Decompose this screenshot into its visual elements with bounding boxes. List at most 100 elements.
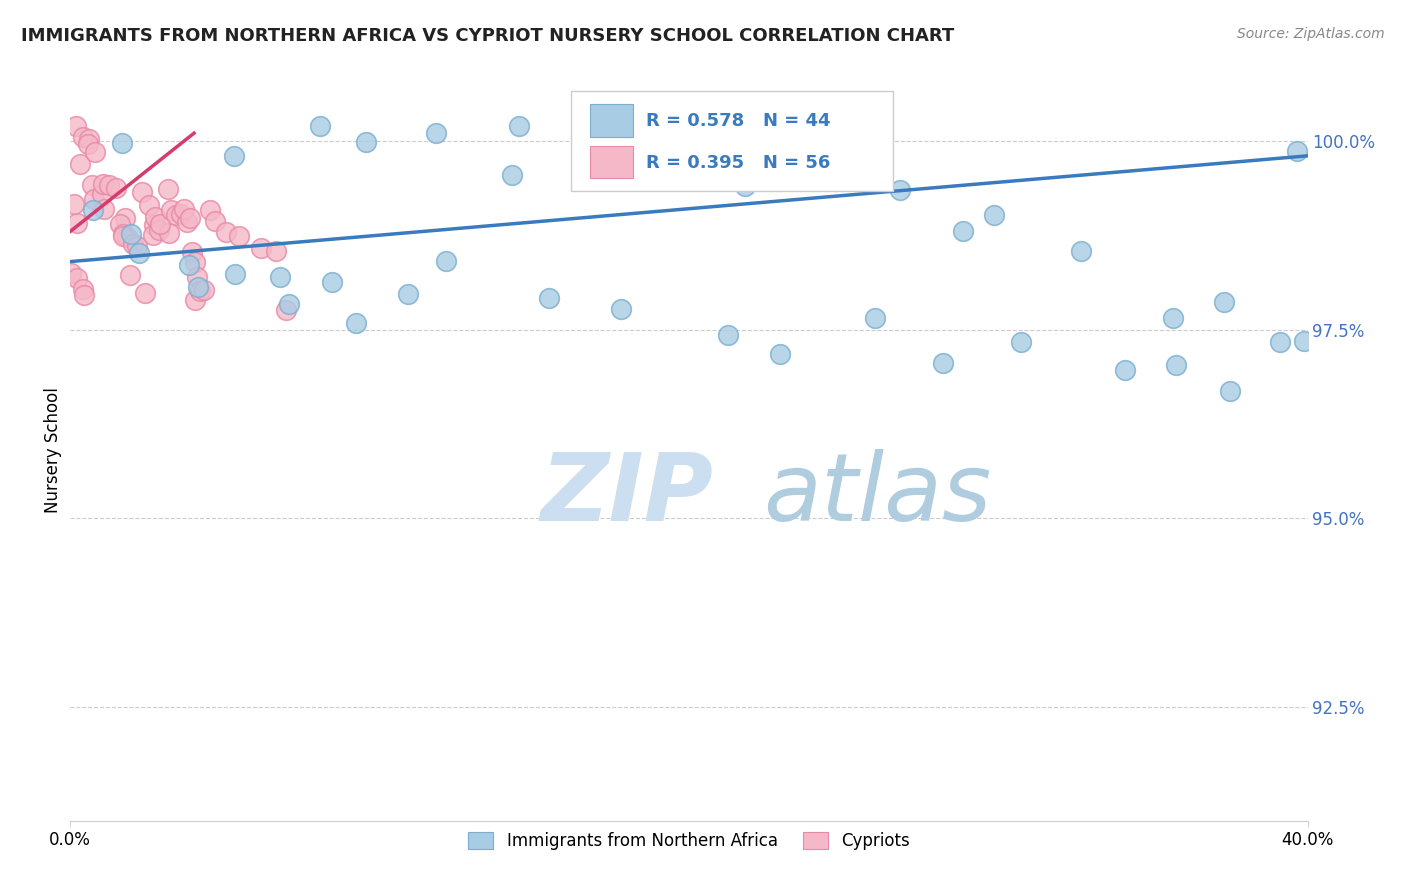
Point <box>142 227 165 242</box>
Point <box>264 244 287 258</box>
Point <box>104 181 127 195</box>
Point <box>508 119 530 133</box>
Point <box>1219 384 1241 399</box>
FancyBboxPatch shape <box>591 104 633 136</box>
Point <box>184 293 207 308</box>
Point <box>321 275 343 289</box>
Point <box>134 286 156 301</box>
Point <box>846 151 869 165</box>
Point <box>309 119 332 133</box>
Point <box>120 227 142 242</box>
Text: R = 0.395   N = 56: R = 0.395 N = 56 <box>645 153 830 171</box>
Point <box>501 169 523 183</box>
Point <box>1292 334 1315 348</box>
Point <box>93 202 115 216</box>
Point <box>669 161 692 175</box>
Point <box>193 283 215 297</box>
Point <box>165 208 187 222</box>
Point <box>176 215 198 229</box>
Point <box>66 271 89 285</box>
Point <box>200 203 222 218</box>
Text: Source: ZipAtlas.com: Source: ZipAtlas.com <box>1237 27 1385 41</box>
Point <box>1213 295 1236 310</box>
Legend: Immigrants from Northern Africa, Cypriots: Immigrants from Northern Africa, Cypriot… <box>461 825 917 856</box>
Point <box>436 254 458 268</box>
Point <box>1286 145 1309 159</box>
Point <box>274 303 297 318</box>
Point <box>83 192 105 206</box>
Point <box>932 356 955 370</box>
Point <box>983 208 1005 222</box>
Text: IMMIGRANTS FROM NORTHERN AFRICA VS CYPRIOT NURSERY SCHOOL CORRELATION CHART: IMMIGRANTS FROM NORTHERN AFRICA VS CYPRI… <box>21 27 955 45</box>
Point <box>148 223 170 237</box>
Point <box>224 149 246 163</box>
FancyBboxPatch shape <box>591 146 633 178</box>
Point <box>91 186 114 201</box>
Point <box>863 311 886 326</box>
Point <box>889 183 911 197</box>
Point <box>72 129 94 144</box>
Point <box>215 225 238 239</box>
Point <box>396 286 419 301</box>
Point <box>1166 358 1188 372</box>
Point <box>224 267 246 281</box>
Point <box>66 216 89 230</box>
Point <box>131 186 153 200</box>
Point <box>181 244 204 259</box>
Point <box>1070 244 1092 258</box>
Point <box>91 177 114 191</box>
Point <box>170 207 193 221</box>
Point <box>79 131 101 145</box>
Point <box>581 157 603 171</box>
Point <box>149 217 172 231</box>
Point <box>425 127 447 141</box>
Point <box>143 211 166 225</box>
Point <box>122 237 145 252</box>
Point <box>1161 310 1184 325</box>
FancyBboxPatch shape <box>571 91 893 191</box>
Point <box>537 291 560 305</box>
Point <box>115 230 138 244</box>
Y-axis label: Nursery School: Nursery School <box>44 387 62 514</box>
Point <box>59 266 82 280</box>
Point <box>769 347 792 361</box>
Point <box>658 122 681 136</box>
Point <box>717 327 740 342</box>
Point <box>80 178 103 192</box>
Point <box>269 270 291 285</box>
Point <box>952 224 974 238</box>
Point <box>344 317 367 331</box>
Point <box>111 136 134 150</box>
Point <box>98 178 121 193</box>
Point <box>250 241 273 255</box>
Point <box>187 280 209 294</box>
Point <box>65 119 87 133</box>
Point <box>125 239 148 253</box>
Point <box>179 211 201 225</box>
Point <box>128 246 150 260</box>
Point <box>82 202 104 217</box>
Point <box>120 268 142 282</box>
Point <box>63 197 86 211</box>
Point <box>159 203 181 218</box>
Point <box>138 198 160 212</box>
Point <box>734 178 756 193</box>
Point <box>1270 334 1292 349</box>
Point <box>173 202 195 217</box>
Text: atlas: atlas <box>763 450 991 541</box>
Point <box>228 228 250 243</box>
Point <box>186 270 208 285</box>
Point <box>184 255 207 269</box>
Point <box>1114 363 1136 377</box>
Point <box>112 228 135 243</box>
Point <box>278 297 301 311</box>
Point <box>157 182 180 196</box>
Point <box>609 301 631 316</box>
Point <box>111 227 134 242</box>
Point <box>73 288 96 302</box>
Point <box>204 214 226 228</box>
Point <box>179 258 201 272</box>
Point <box>108 217 131 231</box>
Point <box>72 282 94 296</box>
Point <box>800 170 823 185</box>
